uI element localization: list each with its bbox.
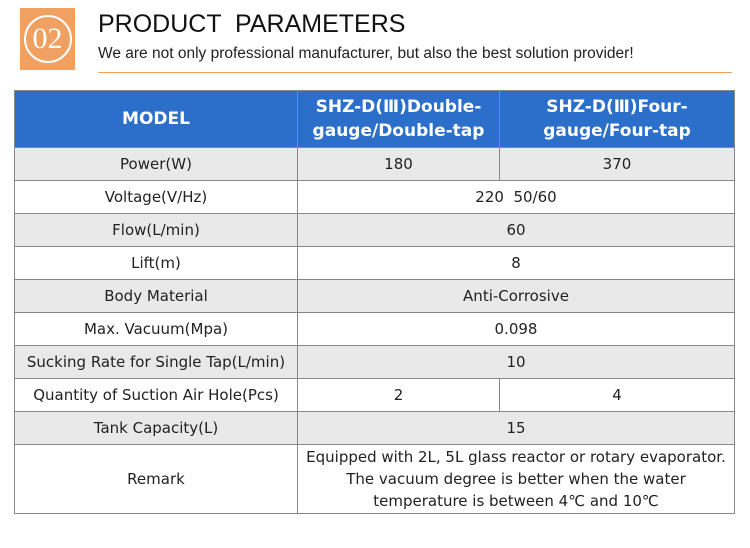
- badge: 02: [20, 8, 75, 70]
- cell: 60: [297, 213, 735, 247]
- cell: 220 50/60: [297, 180, 735, 214]
- column-header: SHZ-D(Ⅲ)Four-gauge/Four-tap: [499, 90, 735, 148]
- cell: Equipped with 2L, 5L glass reactor or ro…: [297, 444, 735, 514]
- cell: 180: [297, 147, 500, 181]
- row: Quantity of Suction Air Hole(Pcs) 2 4: [14, 378, 735, 412]
- row-label: Tank Capacity(L): [14, 411, 298, 445]
- row: Max. Vacuum(Mpa) 0.098: [14, 312, 735, 346]
- row: Remark Equipped with 2L, 5L glass reactor…: [14, 444, 735, 514]
- header-row: MODEL SHZ-D(Ⅲ)Double-gauge/Double-tap SHZ-…: [14, 90, 735, 148]
- cell: 15: [297, 411, 735, 445]
- row-label: Quantity of Suction Air Hole(Pcs): [14, 378, 298, 412]
- cell: 10: [297, 345, 735, 379]
- row-label: Voltage(V/Hz): [14, 180, 298, 214]
- title: PRODUCT PARAMETERS: [98, 10, 406, 38]
- cell: 370: [499, 147, 735, 181]
- subtitle: We are not only professional manufacture…: [98, 45, 634, 62]
- row: Power(W) 180 370: [14, 147, 735, 181]
- row: Body Material Anti-Corrosive: [14, 279, 735, 313]
- cell: 8: [297, 246, 735, 280]
- row: Lift(m) 8: [14, 246, 735, 280]
- row-label: Lift(m): [14, 246, 298, 280]
- cell: 2: [297, 378, 500, 412]
- column-header: MODEL: [14, 90, 298, 148]
- cell: 0.098: [297, 312, 735, 346]
- divider: [98, 72, 732, 73]
- cell: Anti-Corrosive: [297, 279, 735, 313]
- column-header: SHZ-D(Ⅲ)Double-gauge/Double-tap: [297, 90, 500, 148]
- row-label: Sucking Rate for Single Tap(L/min): [14, 345, 298, 379]
- cell: 4: [499, 378, 735, 412]
- row-label: Remark: [14, 444, 298, 514]
- row-label: Flow(L/min): [14, 213, 298, 247]
- row: Flow(L/min) 60: [14, 213, 735, 247]
- row-label: Power(W): [14, 147, 298, 181]
- parameter-table: MODEL SHZ-D(Ⅲ)Double-gauge/Double-tap SHZ-…: [14, 90, 735, 514]
- row: Voltage(V/Hz) 220 50/60: [14, 180, 735, 214]
- row-label: Max. Vacuum(Mpa): [14, 312, 298, 346]
- row: Tank Capacity(L) 15: [14, 411, 735, 445]
- badge-text: 02: [23, 15, 72, 63]
- row-label: Body Material: [14, 279, 298, 313]
- row: Sucking Rate for Single Tap(L/min) 10: [14, 345, 735, 379]
